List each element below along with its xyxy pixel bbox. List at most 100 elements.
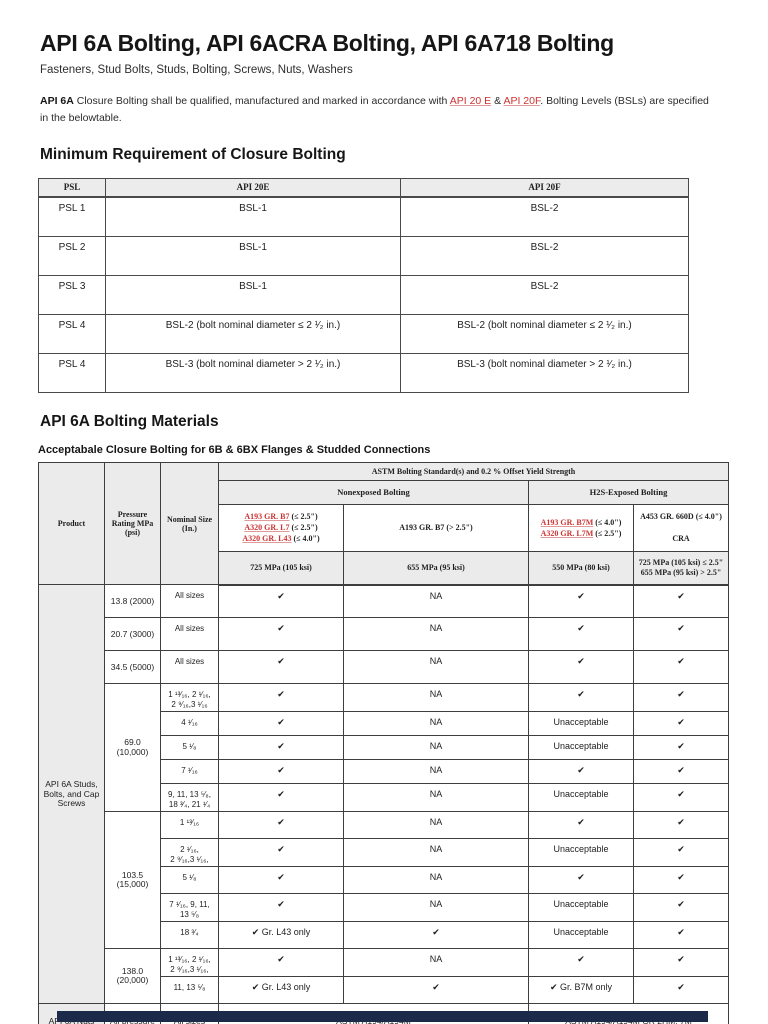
header-row-grades: A193 GR. B7 (≤ 2.5") A320 GR. L7 (≤ 2.5"… [39, 503, 729, 552]
grade-cell-h2s-b7m: A193 GR. B7M (≤ 4.0") A320 GR. L7M (≤ 2.… [528, 503, 634, 552]
size-cell: 5 ¹⁄₈ [160, 866, 219, 895]
check-cell: ✔ [633, 683, 729, 713]
strength-725: 725 MPa (105 ksi) [218, 550, 344, 586]
check-cell: NA [343, 811, 529, 840]
page-title: API 6A Bolting, API 6ACRA Bolting, API 6… [40, 30, 614, 56]
bsl-cell: BSL-2 [400, 235, 689, 276]
intro-text-2: . Bolting Levels (BSLs) are specified [540, 95, 709, 108]
check-cell: ✔ [218, 759, 344, 785]
link-api-20f[interactable]: API 20F [503, 95, 541, 108]
table-row: 20.7 (3000) All sizes ✔ NA ✔ ✔ [39, 617, 729, 652]
check-cell: ✔ [218, 735, 344, 761]
check-cell: ✔ [528, 948, 634, 978]
column-header-api20e: API 20E [105, 177, 401, 198]
header-row-strengths: 725 MPa (105 ksi) 655 MPa (95 ksi) 550 M… [39, 550, 729, 586]
check-cell: ✔ [218, 866, 344, 895]
intro-paragraph: API 6A Closure Bolting shall be qualifie… [40, 93, 728, 126]
header-astm-span: ASTM Bolting Standard(s) and 0.2 % Offse… [218, 461, 729, 481]
check-cell: ✔ [633, 759, 729, 785]
table-row: PSL 2 BSL-1 BSL-2 [38, 235, 689, 276]
check-cell: ✔ [633, 584, 729, 619]
grade-limit: (≤ 4.0") [593, 517, 622, 527]
check-cell: ✔ [528, 759, 634, 785]
check-cell: ✔ [633, 650, 729, 685]
pressure-cell-10000: 69.0 (10,000) [104, 683, 161, 813]
link-a193-gr-b7[interactable]: A193 GR. B7 [244, 512, 290, 522]
check-cell: NA [343, 759, 529, 785]
intro-bold-lead: API 6A [40, 95, 74, 108]
check-cell: NA [343, 711, 529, 737]
check-cell: ✔ [343, 921, 529, 950]
size-cell: 18 ³⁄₄ [160, 921, 219, 950]
check-cell: ✔ [218, 617, 344, 652]
viewer-next-page-strip [57, 1011, 708, 1022]
strength-mixed: 725 MPa (105 ksi) ≤ 2.5" 655 MPa (95 ksi… [633, 550, 729, 586]
check-cell: ✔ [633, 711, 729, 737]
column-header-product: Product [38, 461, 105, 586]
grade-limit: (≤ 4.0") [291, 534, 320, 544]
check-cell: ✔ [528, 650, 634, 685]
check-cell: Unacceptable [528, 921, 634, 950]
bsl-cell: BSL-1 [105, 196, 401, 237]
header-h2s-exposed: H2S-Exposed Bolting [528, 479, 729, 505]
check-cell: ✔ [633, 617, 729, 652]
size-cell: 7 ¹⁄₁₆, 9, 11, 13 ⁵⁄₈ [160, 893, 219, 923]
size-cell: 1 ¹³⁄₁₆ [160, 811, 219, 840]
link-a320-gr-l7m[interactable]: A320 GR. L7M [540, 528, 594, 538]
check-cell: ✔ Gr. L43 only [218, 921, 344, 950]
grade-cell-a453-cra: A453 GR. 660D (≤ 4.0") CRA [633, 503, 729, 552]
bolting-materials-table: Product Pressure Rating MPa (psi) Nomina… [38, 461, 729, 1024]
check-cell: NA [343, 948, 529, 978]
check-cell: ✔ [218, 683, 344, 713]
link-a320-gr-l43[interactable]: A320 GR. L43 [242, 534, 292, 544]
table-row: PSL 4 BSL-2 (bolt nominal diameter ≤ 2 ¹… [38, 313, 689, 354]
check-cell: ✔ [218, 711, 344, 737]
check-cell: ✔ [343, 976, 529, 1005]
check-cell: ✔ Gr. B7M only [528, 976, 634, 1005]
check-cell: ✔ [633, 921, 729, 950]
table-row: PSL 3 BSL-1 BSL-2 [38, 274, 689, 315]
table-row: 138.0 (20,000) 1 ¹³⁄₁₆, 2 ¹⁄₁₆, 2 ⁹⁄₁₆,3… [39, 948, 729, 1005]
link-a320-gr-l7[interactable]: A320 GR. L7 [244, 523, 290, 533]
table-row: 69.0 (10,000) 1 ¹³⁄₁₆, 2 ¹⁄₁₆, 2 ⁹⁄₁₆,3 … [39, 683, 729, 813]
pressure-cell-15000: 103.5 (15,000) [104, 811, 161, 950]
section-heading-min-requirement: Minimum Requirement of Closure Bolting [40, 145, 346, 163]
bsl-cell: BSL-3 (bolt nominal diameter > 2 ¹⁄₂ in.… [105, 352, 401, 393]
check-cell: NA [343, 783, 529, 813]
check-cell: Unacceptable [528, 711, 634, 737]
size-cell: 7 ¹⁄₁₆ [160, 759, 219, 785]
table-row: PSL 1 BSL-1 BSL-2 [38, 196, 689, 237]
bsl-cell: BSL-1 [105, 274, 401, 315]
link-api-20e[interactable]: API 20 E [449, 95, 492, 108]
psl-table-header-row: PSL API 20E API 20F [38, 177, 689, 198]
page-subtitle: Fasteners, Stud Bolts, Studs, Bolting, S… [40, 64, 353, 77]
psl-cell: PSL 3 [38, 274, 106, 315]
check-cell: ✔ [633, 976, 729, 1005]
check-cell: ✔ [528, 617, 634, 652]
bsl-cell: BSL-2 [400, 274, 689, 315]
table-row: 34.5 (5000) All sizes ✔ NA ✔ ✔ [39, 650, 729, 685]
check-cell: ✔ [218, 783, 344, 813]
pressure-cell: 13.8 (2000) [104, 584, 161, 619]
table-row: 5 ¹⁄₈ ✔ NA Unacceptable ✔ [39, 735, 729, 761]
size-cell: 2 ¹⁄₁₆, 2 ⁹⁄₁₆,3 ¹⁄₁₆, [160, 838, 219, 868]
pressure-cell: 34.5 (5000) [104, 650, 161, 685]
pressure-cell: 20.7 (3000) [104, 617, 161, 652]
check-cell: ✔ [633, 735, 729, 761]
link-a193-gr-b7m[interactable]: A193 GR. B7M [540, 517, 594, 527]
column-header-nominal-size: Nominal Size (In.) [160, 461, 219, 586]
grade-cell-nonexposed-large: A193 GR. B7 (> 2.5") [343, 503, 529, 552]
check-cell: ✔ [633, 811, 729, 840]
check-cell: ✔ [218, 584, 344, 619]
grade-limit: (≤ 2.5") [289, 512, 318, 522]
product-cell-studs: API 6A Studs, Bolts, and Cap Screws [38, 584, 105, 1005]
bsl-cell: BSL-2 [400, 196, 689, 237]
check-cell: ✔ [633, 866, 729, 895]
table-caption: Acceptabale Closure Bolting for 6B & 6BX… [38, 443, 431, 456]
pressure-cell-20000: 138.0 (20,000) [104, 948, 161, 1005]
size-cell: 1 ¹³⁄₁₆, 2 ¹⁄₁₆, 2 ⁹⁄₁₆,3 ¹⁄₁₆ [160, 683, 219, 713]
check-cell: ✔ [218, 650, 344, 685]
check-cell: NA [343, 650, 529, 685]
check-cell: NA [343, 893, 529, 923]
